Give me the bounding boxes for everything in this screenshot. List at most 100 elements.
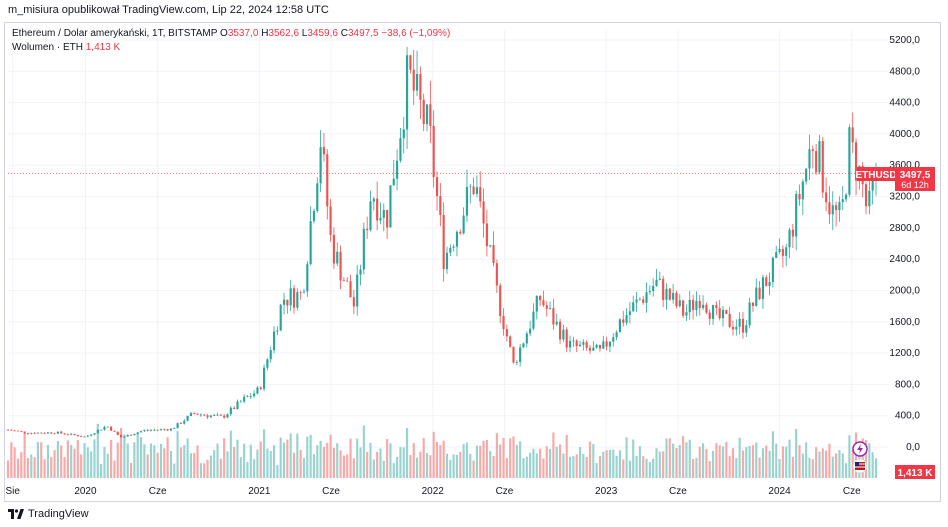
volume-bar — [741, 450, 745, 478]
symbol-description: Ethereum / Dolar amerykański, 1T, BITSTA… — [12, 28, 218, 39]
volume-bar — [632, 439, 635, 478]
candle-body — [166, 429, 169, 431]
candle-body — [229, 407, 232, 415]
candle-body — [312, 210, 316, 222]
volume-bar — [369, 442, 372, 478]
volume-bar — [605, 450, 608, 478]
volume-bar — [346, 454, 349, 478]
volume-bar — [778, 459, 781, 478]
volume-bar — [549, 448, 552, 478]
y-tick-label: 1200,0 — [889, 348, 920, 359]
candle-body — [402, 129, 405, 139]
volume-bar — [688, 439, 691, 478]
x-tick-label: Cze — [843, 486, 861, 497]
candle-body — [711, 305, 715, 319]
volume-bar — [459, 451, 462, 478]
candle-body — [455, 231, 459, 247]
candle-body — [386, 210, 389, 228]
candle-body — [216, 414, 219, 416]
candle-body — [465, 187, 469, 216]
volume-bar — [815, 447, 818, 478]
candle-body — [795, 194, 798, 237]
volume-bar — [658, 451, 661, 478]
volume-bar — [123, 434, 126, 478]
candle-body — [821, 141, 824, 193]
volume-bar — [196, 445, 199, 478]
volume-bar — [103, 446, 106, 478]
candle-body — [223, 415, 226, 418]
y-tick-label: 2000,0 — [889, 285, 920, 296]
volume-bar — [672, 443, 675, 478]
candle-body — [645, 292, 648, 303]
volume-bar — [578, 447, 582, 478]
volume-bar — [568, 456, 572, 478]
candle-body — [748, 302, 751, 326]
x-tick-label: Cze — [669, 486, 687, 497]
candle-body — [425, 104, 429, 125]
volume-bar — [432, 431, 435, 478]
volume-bar — [53, 450, 56, 478]
tradingview-logo-icon — [8, 509, 24, 519]
candle-body — [568, 341, 572, 348]
volume-bar — [359, 447, 362, 478]
volume-bar — [628, 460, 631, 478]
candle-body — [123, 436, 126, 438]
candle-body — [179, 423, 183, 424]
volume-bar — [542, 458, 545, 478]
candle-body — [475, 187, 478, 194]
candle-body — [558, 321, 562, 340]
volume-bar — [715, 443, 718, 478]
candle-body — [66, 434, 69, 436]
volume-bar — [555, 446, 558, 478]
volume-bar — [239, 457, 242, 478]
candle-body — [721, 309, 725, 319]
volume-bar — [562, 453, 565, 478]
candle-body — [838, 202, 841, 211]
volume-bar — [276, 465, 279, 478]
volume-bar — [582, 453, 585, 478]
candle-body — [529, 328, 532, 334]
candle-body — [445, 252, 449, 270]
candle-body — [236, 401, 239, 409]
candle-body — [286, 299, 289, 306]
y-tick-label: 2800,0 — [889, 223, 920, 234]
candle-body — [552, 308, 555, 325]
volume-bar — [615, 455, 618, 478]
candle-body — [638, 299, 641, 301]
candle-body — [256, 387, 259, 394]
volume-bars — [6, 423, 878, 478]
volume-bar — [372, 459, 375, 478]
price-badge-value: 3497,5 — [900, 170, 931, 181]
candle-body — [336, 251, 339, 264]
volume-badge: 1,413 K — [895, 465, 935, 479]
volume-bar — [735, 458, 738, 478]
tradingview-brand[interactable]: TradingView — [28, 508, 89, 520]
volume-bar — [282, 442, 286, 478]
candle-body — [119, 434, 123, 438]
candle-body — [56, 431, 59, 434]
volume-bar — [768, 450, 771, 478]
candle-body — [149, 430, 153, 431]
volume-bar — [701, 443, 705, 478]
candle-body — [612, 337, 615, 342]
volume-bar — [73, 448, 76, 478]
volume-bar — [362, 425, 365, 478]
volume-bar — [233, 447, 236, 478]
event-icon[interactable] — [852, 441, 868, 457]
volume-bar — [422, 438, 425, 478]
volume-bar — [216, 443, 219, 478]
candle-body — [844, 194, 848, 200]
volume-bar — [429, 455, 432, 478]
volume-bar — [678, 444, 681, 478]
candle-body — [46, 432, 49, 434]
volume-bar — [173, 463, 176, 478]
candle-body — [688, 299, 691, 313]
candle-body — [93, 433, 96, 435]
candle-body — [399, 138, 402, 161]
candle-body — [672, 292, 675, 300]
volume-bar — [525, 456, 528, 478]
candle-body — [53, 433, 56, 435]
economic-event-icon[interactable] — [852, 458, 868, 474]
candle-body — [246, 396, 249, 398]
